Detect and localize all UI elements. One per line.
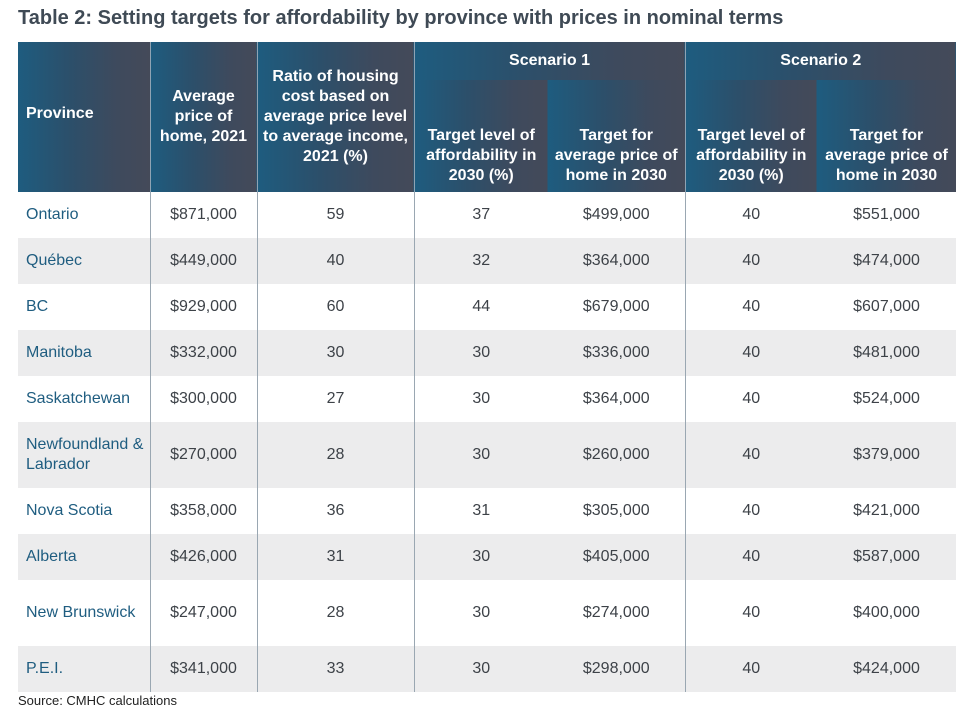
province-name: Québec [18,238,151,284]
ratio-cell: 36 [257,488,415,534]
ratio-cell: 31 [257,534,415,580]
s1-target-price-cell: $298,000 [548,646,686,692]
s1-target-price-cell: $336,000 [548,330,686,376]
s1-target-price-cell: $364,000 [548,376,686,422]
s1-target-price-cell: $364,000 [548,238,686,284]
table-header: Province Average price of home, 2021 Rat… [18,42,956,192]
s2-target-level-cell: 40 [685,534,817,580]
s2-target-level-cell: 40 [685,330,817,376]
table-row: Alberta $426,000 31 30 $405,000 40 $587,… [18,534,956,580]
s1-target-price-cell: $274,000 [548,580,686,646]
average-price-cell: $929,000 [150,284,258,330]
province-name: BC [18,284,151,330]
s2-target-price-cell: $551,000 [853,206,920,223]
average-price-cell: $871,000 [150,192,258,238]
table-row: Ontario $871,000 59 37 $499,000 40 $551,… [18,192,956,238]
s2-target-price-cell: $587,000 [817,534,956,580]
s1-target-price-cell: $405,000 [548,534,686,580]
s1-target-level-cell: 30 [414,422,548,488]
s2-target-price-cell: $400,000 [853,604,920,621]
table-row: P.E.I. $341,000 33 30 $298,000 40 $424,0… [18,646,956,692]
ratio-cell: 27 [257,376,415,422]
average-price-cell: $247,000 [150,580,258,646]
province-name: Ontario [18,192,151,238]
source-note: Source: CMHC calculations [18,693,177,708]
s2-target-price-cell: $524,000 [853,390,920,407]
s2-target-level-cell: 40 [742,298,761,315]
header-s2-target-level: Target level of affordability in 2030 (%… [685,80,817,192]
table-row: Newfoundland & Labrador $270,000 28 30 $… [18,422,956,488]
s1-target-price-cell: $260,000 [548,422,686,488]
ratio-cell: 28 [257,422,415,488]
ratio-cell: 28 [257,580,415,646]
s2-target-price-cell: $474,000 [817,238,956,284]
s2-target-price-cell: $424,000 [817,646,956,692]
province-name: New Brunswick [18,580,151,646]
s1-target-level-cell: 37 [472,206,491,223]
average-price-cell: $270,000 [150,422,258,488]
s1-target-level-cell: 30 [414,330,548,376]
s2-target-price-cell: $481,000 [817,330,956,376]
header-scenario-1: Scenario 1 [414,42,686,80]
table-row: Québec $449,000 40 32 $364,000 40 $474,0… [18,238,956,284]
s1-target-level-cell: 44 [472,298,491,315]
ratio-cell: 33 [257,646,415,692]
province-name: Alberta [18,534,151,580]
table-row: New Brunswick $247,000 28 30 $274,000 40… [18,580,956,646]
table-body: Ontario $871,000 59 37 $499,000 40 $551,… [18,192,956,692]
table-title: Table 2: Setting targets for affordabili… [18,7,784,29]
s2-target-level-cell: 40 [685,238,817,284]
average-price-cell: $332,000 [150,330,258,376]
header-ratio: Ratio of housing cost based on average p… [257,42,415,192]
ratio-cell: 60 [257,284,415,330]
average-price-cell: $449,000 [150,238,258,284]
province-name: Newfoundland & Labrador [18,422,151,488]
province-name: P.E.I. [18,646,151,692]
s1-target-level-cell: 31 [472,502,491,519]
table-row: Saskatchewan $300,000 27 30 $364,000 40 … [18,376,956,422]
s1-target-level-cell: 30 [414,534,548,580]
province-name: Manitoba [18,330,151,376]
s2-target-level-cell: 40 [742,502,761,519]
ratio-cell: 59 [257,192,415,238]
ratio-cell: 40 [257,238,415,284]
table-row: Manitoba $332,000 30 30 $336,000 40 $481… [18,330,956,376]
header-s2-target-price: Target for average price of home in 2030 [817,80,956,192]
average-price-cell: $341,000 [150,646,258,692]
header-s1-target-level: Target level of affordability in 2030 (%… [414,80,548,192]
s1-target-level-cell: 30 [472,390,491,407]
table-row: BC $929,000 60 44 $679,000 40 $607,000 [18,284,956,330]
affordability-table: Province Average price of home, 2021 Rat… [18,42,956,692]
s2-target-level-cell: 40 [742,390,761,407]
s2-target-level-cell: 40 [742,206,761,223]
s1-target-level-cell: 32 [414,238,548,284]
s2-target-level-cell: 40 [742,604,761,621]
average-price-cell: $426,000 [150,534,258,580]
average-price-cell: $300,000 [150,376,258,422]
s1-target-price-cell: $305,000 [548,488,686,534]
s2-target-price-cell: $421,000 [853,502,920,519]
header-average-price: Average price of home, 2021 [150,42,258,192]
header-province: Province [18,42,151,192]
s2-target-level-cell: 40 [685,422,817,488]
province-name: Saskatchewan [18,376,151,422]
s2-target-price-cell: $607,000 [853,298,920,315]
s1-target-price-cell: $679,000 [548,284,686,330]
s1-target-level-cell: 30 [414,646,548,692]
average-price-cell: $358,000 [150,488,258,534]
table-row: Nova Scotia $358,000 36 31 $305,000 40 $… [18,488,956,534]
s2-target-level-cell: 40 [685,646,817,692]
s2-target-price-cell: $379,000 [817,422,956,488]
s1-target-price-cell: $499,000 [548,192,686,238]
header-s1-target-price: Target for average price of home in 2030 [548,80,686,192]
s1-target-level-cell: 30 [472,604,491,621]
province-name: Nova Scotia [18,488,151,534]
header-scenario-2: Scenario 2 [685,42,956,80]
ratio-cell: 30 [257,330,415,376]
